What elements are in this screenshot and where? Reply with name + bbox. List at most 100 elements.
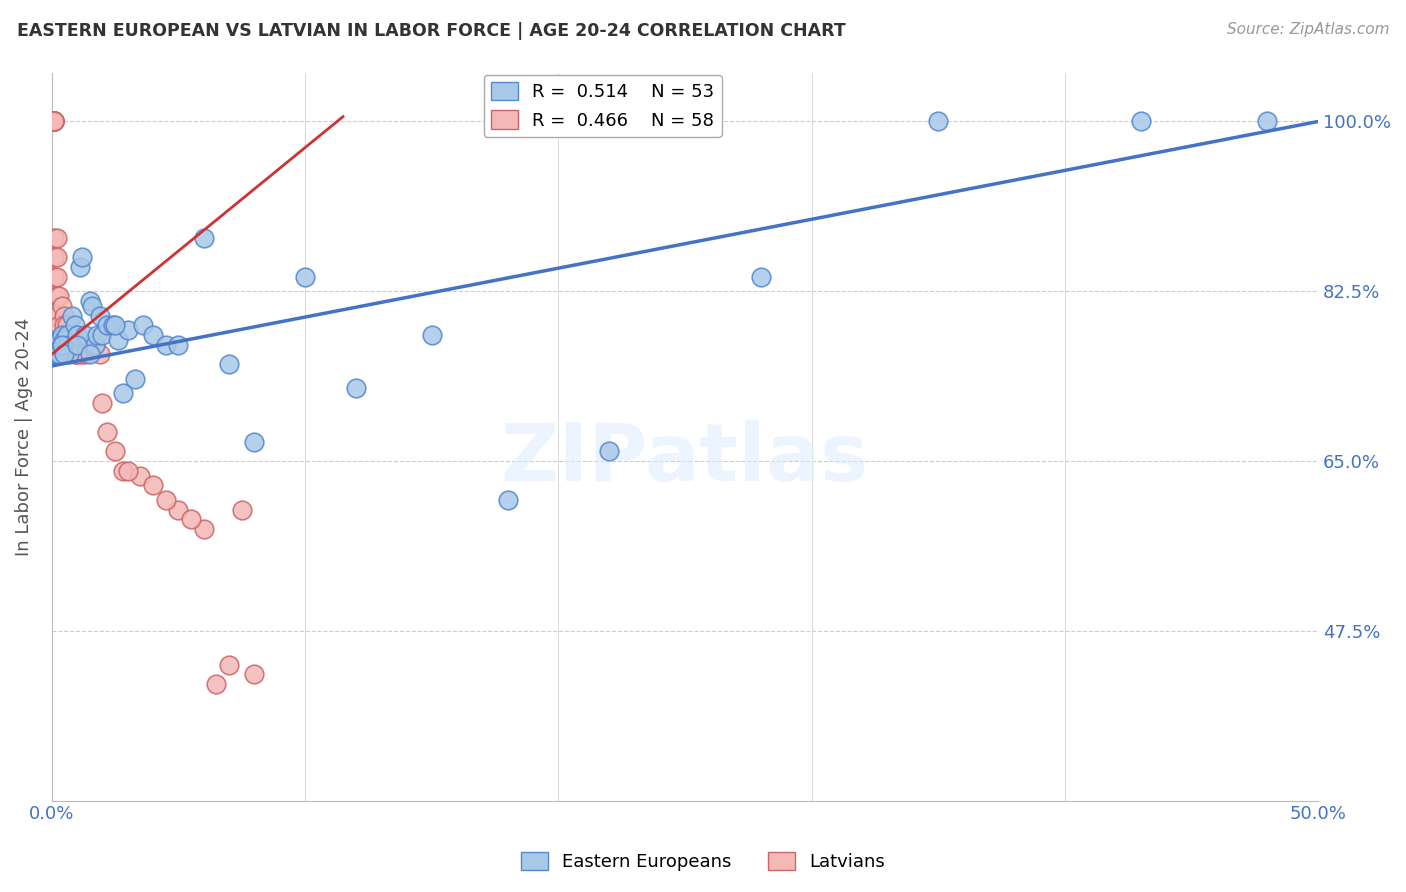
Point [96,425,118,439]
Point [1256,114,1278,128]
Point [117,323,139,337]
Point [44,114,66,128]
Point [104,444,127,458]
Point [83,337,105,351]
Point [44,231,66,245]
Point [41,114,63,128]
Point [218,657,240,672]
Point [73,327,96,342]
Point [44,114,66,128]
Point [44,337,66,351]
Point [53,309,76,323]
Point [48,343,70,357]
Point [58,327,80,342]
Point [111,464,134,478]
Point [41,114,63,128]
Point [749,269,772,284]
Point [927,114,949,128]
Point [41,114,63,128]
Point [63,318,86,333]
Point [45,309,67,323]
Point [91,327,114,342]
Point [66,347,89,361]
Point [44,347,66,361]
Point [79,347,101,361]
Point [41,114,63,128]
Point [96,318,118,333]
Point [45,269,67,284]
Point [53,333,76,347]
Point [82,299,104,313]
Point [44,114,66,128]
Point [420,327,443,342]
Text: ZIPatlas: ZIPatlas [501,419,869,498]
Point [83,337,105,351]
Point [48,318,70,333]
Point [56,327,79,342]
Point [104,318,127,333]
Point [51,327,73,342]
Point [56,318,79,333]
Point [41,114,63,128]
Point [243,434,266,449]
Point [60,309,83,323]
Point [53,347,76,361]
Point [142,327,165,342]
Y-axis label: In Labor Force | Age 20-24: In Labor Force | Age 20-24 [15,318,32,556]
Legend: R =  0.514    N = 53, R =  0.466    N = 58: R = 0.514 N = 53, R = 0.466 N = 58 [484,75,721,136]
Text: Source: ZipAtlas.com: Source: ZipAtlas.com [1226,22,1389,37]
Point [129,468,152,483]
Point [132,318,155,333]
Point [44,114,66,128]
Point [193,522,215,536]
Point [66,347,89,361]
Point [155,337,177,351]
Point [79,293,101,308]
Point [41,114,63,128]
Point [598,444,620,458]
Point [51,337,73,351]
Point [70,347,93,361]
Point [205,677,228,691]
Point [51,327,73,342]
Point [89,347,111,361]
Point [496,492,519,507]
Point [44,114,66,128]
Point [111,386,134,401]
Text: EASTERN EUROPEAN VS LATVIAN IN LABOR FORCE | AGE 20-24 CORRELATION CHART: EASTERN EUROPEAN VS LATVIAN IN LABOR FOR… [17,22,845,40]
Point [45,231,67,245]
Point [155,492,177,507]
Point [231,502,253,516]
Point [124,371,146,385]
Point [48,333,70,347]
Point [51,299,73,313]
Point [56,327,79,342]
Point [53,318,76,333]
Point [91,396,114,410]
Point [45,347,67,361]
Point [44,114,66,128]
Point [45,289,67,303]
Point [180,512,202,526]
Point [66,327,89,342]
Point [218,357,240,371]
Point [63,347,86,361]
Point [193,231,215,245]
Point [167,502,190,516]
Point [58,337,80,351]
Point [142,478,165,492]
Point [344,381,367,395]
Point [44,269,66,284]
Point [66,337,89,351]
Point [44,250,66,264]
Point [69,260,91,274]
Point [48,347,70,361]
Point [86,327,108,342]
Point [107,333,129,347]
Point [89,309,111,323]
Point [70,250,93,264]
Legend: Eastern Europeans, Latvians: Eastern Europeans, Latvians [513,845,893,879]
Point [294,269,316,284]
Point [45,250,67,264]
Point [60,337,83,351]
